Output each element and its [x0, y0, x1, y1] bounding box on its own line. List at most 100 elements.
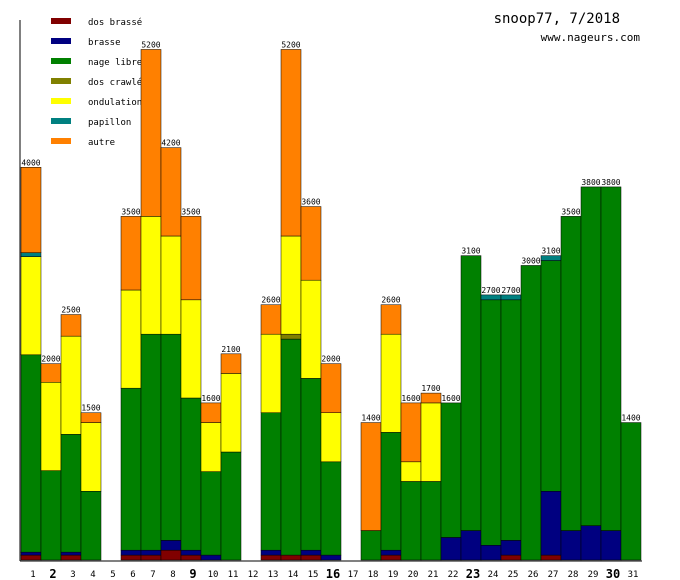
bar-day-15-nage-libre	[300, 378, 322, 551]
bar-day-30-brasse	[600, 530, 622, 561]
bar-day-11-nage-libre	[220, 451, 242, 561]
total-label-day-16: 2000	[321, 355, 340, 364]
x-tick-28: 28	[568, 570, 579, 580]
bar-day-2-nage-libre	[40, 470, 62, 561]
bar-day-4-autre	[80, 412, 102, 423]
bar-day-10-ondulations	[200, 422, 222, 472]
bar-day-1-ondulations	[20, 256, 42, 356]
x-tick-31: 31	[628, 570, 639, 580]
bar-day-28-brasse	[560, 530, 582, 561]
bar-day-7-brasse	[140, 549, 162, 556]
total-label-day-1: 4000	[21, 158, 40, 167]
bar-day-15-brasse	[300, 549, 322, 556]
bar-day-3-ondulations	[60, 335, 82, 435]
bar-day-24-papillon	[480, 294, 502, 301]
bar-day-2-ondulations	[40, 382, 62, 471]
x-tick-8: 8	[170, 570, 175, 580]
x-tick-30: 30	[606, 567, 620, 580]
bar-day-24-nage-libre	[480, 299, 502, 546]
bar-day-18-autre	[360, 422, 382, 531]
bar-day-19-dos-brassé	[380, 554, 402, 561]
bar-day-8-dos-brassé	[160, 549, 182, 561]
bar-day-27-nage-libre	[540, 260, 562, 492]
bar-day-8-ondulations	[160, 235, 182, 335]
bar-day-29-nage-libre	[580, 186, 602, 526]
total-label-day-7: 5200	[141, 40, 160, 49]
legend-swatch-0	[51, 18, 71, 24]
legend-swatch-4	[51, 98, 71, 104]
bar-day-24-brasse	[480, 545, 502, 561]
total-label-day-23: 3100	[461, 247, 480, 256]
bar-day-6-autre	[120, 216, 142, 291]
bar-day-13-ondulations	[260, 333, 282, 413]
bar-day-23-brasse	[460, 530, 482, 561]
total-label-day-21: 1700	[421, 384, 440, 393]
total-label-day-15: 3600	[301, 198, 320, 207]
bar-day-14-nage-libre	[280, 338, 302, 556]
legend-swatch-2	[51, 58, 71, 64]
bar-day-20-nage-libre	[400, 481, 422, 561]
bar-day-11-ondulations	[220, 373, 242, 453]
bar-day-10-nage-libre	[200, 471, 222, 556]
bar-day-25-brasse	[500, 540, 522, 556]
bar-day-8-brasse	[160, 540, 182, 551]
bar-day-19-ondulations	[380, 333, 402, 433]
bar-day-29-brasse	[580, 525, 602, 561]
total-label-day-20: 1600	[401, 394, 420, 403]
bar-day-9-autre	[180, 216, 202, 301]
bar-day-22-brasse	[440, 537, 462, 561]
bar-day-9-brasse	[180, 549, 202, 556]
x-ticks: 1 2 3 4 5 6 7 8 9 10 11 12 13 14 15 16 17 18 19 20 21 22 23 24 2…	[30, 567, 638, 580]
bar-day-19-brasse	[380, 549, 402, 556]
x-tick-10: 10	[208, 570, 219, 580]
legend-label-0: dos brassé	[88, 17, 142, 28]
bar-day-14-ondulations	[280, 235, 302, 335]
bar-day-16-autre	[320, 363, 342, 413]
legend-swatch-5	[51, 118, 71, 124]
bar-day-13-autre	[260, 304, 282, 335]
bar-day-7-autre	[140, 49, 162, 217]
bar-day-15-autre	[300, 206, 322, 281]
x-tick-7: 7	[150, 570, 155, 580]
bar-day-10-autre	[200, 402, 222, 423]
bar-day-3-autre	[60, 314, 82, 337]
legend-label-3: dos crawlé	[88, 77, 142, 88]
bar-day-28-nage-libre	[560, 216, 582, 531]
bar-day-25-nage-libre	[500, 299, 522, 541]
x-tick-20: 20	[408, 570, 419, 580]
legend-swatch-1	[51, 38, 71, 44]
bar-day-31-nage-libre	[620, 422, 642, 561]
total-label-day-28: 3500	[561, 207, 580, 216]
x-tick-29: 29	[588, 570, 599, 580]
x-tick-18: 18	[368, 570, 379, 580]
bar-day-9-dos-brassé	[180, 554, 202, 561]
total-label-day-10: 1600	[201, 394, 220, 403]
bar-day-26-nage-libre	[520, 265, 542, 561]
x-tick-1: 1	[30, 570, 35, 580]
x-tick-13: 13	[268, 570, 279, 580]
total-label-day-30: 3800	[601, 178, 620, 187]
bar-day-18-nage-libre	[360, 530, 382, 561]
total-label-day-26: 3000	[521, 256, 540, 265]
bar-day-6-dos-brassé	[120, 554, 142, 561]
bar-day-20-autre	[400, 402, 422, 463]
legend-label-5: papillon	[88, 118, 131, 128]
bar-day-6-ondulations	[120, 289, 142, 389]
bar-day-2-autre	[40, 363, 62, 383]
total-label-day-29: 3800	[581, 178, 600, 187]
x-tick-17: 17	[348, 570, 359, 580]
x-tick-12: 12	[248, 570, 259, 580]
bar-day-25-dos-brassé	[500, 554, 522, 561]
bar-day-13-nage-libre	[260, 412, 282, 551]
bar-day-1-papillon	[20, 252, 42, 257]
x-tick-14: 14	[288, 570, 299, 580]
bar-day-4-ondulations	[80, 422, 102, 492]
chart-subtitle: www.nageurs.com	[541, 31, 641, 44]
bar-day-1-dos-brassé	[20, 554, 42, 561]
total-label-day-8: 4200	[161, 139, 180, 148]
total-label-day-6: 3500	[121, 207, 140, 216]
bar-day-8-nage-libre	[160, 333, 182, 541]
total-label-day-31: 1400	[621, 414, 640, 423]
legend-swatch-3	[51, 78, 71, 84]
legend-swatch-6	[51, 138, 71, 144]
